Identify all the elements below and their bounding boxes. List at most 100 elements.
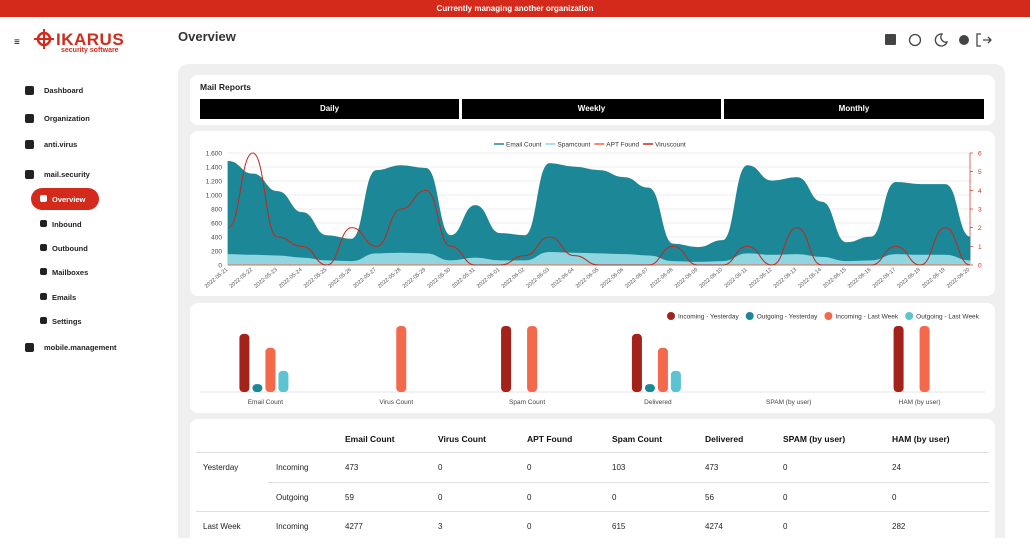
language-icon[interactable]: [908, 33, 922, 47]
nav-item[interactable]: Settings: [52, 317, 82, 326]
y-tick-label: 1.000: [206, 193, 223, 200]
nav-item[interactable]: Outbound: [52, 244, 88, 253]
help-icon[interactable]: [885, 34, 896, 45]
row-divider: [196, 452, 989, 453]
legend-label: Incoming - Yesterday: [678, 314, 739, 321]
y2-tick-label: 5: [978, 169, 982, 176]
group-label: Yesterday: [203, 463, 239, 472]
bar: [631, 333, 642, 392]
y2-tick-label: 0: [978, 263, 982, 270]
bar: [893, 326, 904, 392]
x-tick-label: 2022-05-28: [377, 267, 402, 290]
nav-icon: [25, 86, 34, 95]
tab[interactable]: Daily: [200, 99, 459, 119]
y-tick-label: 800: [211, 207, 222, 214]
cell: 103: [612, 463, 626, 472]
tab[interactable]: Monthly: [724, 99, 984, 119]
cell: 3: [438, 522, 443, 531]
header-icons: [885, 33, 992, 47]
x-tick-label: SPAM (by user): [766, 399, 811, 406]
column-header: Delivered: [705, 434, 744, 444]
nav-item[interactable]: Mailboxes: [52, 268, 89, 277]
y2-tick-label: 2: [978, 225, 982, 232]
nav-item[interactable]: Overview: [52, 195, 86, 204]
bar: [919, 326, 930, 392]
nav-item[interactable]: Organization: [44, 114, 90, 123]
x-tick-label: 2022-05-30: [426, 267, 451, 290]
active-pill: [31, 188, 99, 210]
banner: Currently managing another organization: [0, 0, 1030, 17]
cell: 0: [527, 492, 532, 502]
column-header: Spam Count: [612, 434, 663, 444]
x-tick-label: 2022-06-18: [896, 267, 921, 290]
bar: [265, 347, 276, 392]
legend-label: Outgoing - Yesterday: [757, 314, 818, 321]
column-header: Virus Count: [438, 434, 487, 444]
x-tick-label: Delivered: [644, 399, 672, 406]
nav-item[interactable]: Inbound: [52, 220, 82, 229]
cell: 0: [438, 492, 443, 502]
legend-label: Email Count: [506, 142, 542, 149]
x-tick-label: 2022-06-10: [699, 267, 724, 290]
legend-label: APT Found: [606, 142, 639, 149]
tab[interactable]: Weekly: [462, 99, 721, 119]
nav-icon: [25, 140, 34, 149]
legend-swatch: [824, 312, 833, 320]
column-header: Email Count: [345, 434, 395, 444]
x-tick-label: 2022-06-14: [797, 267, 822, 290]
x-tick-label: 2022-06-19: [921, 267, 946, 290]
nav-item[interactable]: Emails: [52, 293, 77, 302]
cell: 0: [892, 492, 897, 502]
x-tick-label: 2022-05-31: [451, 267, 476, 290]
column-header: APT Found: [527, 434, 573, 444]
cell: 59: [345, 492, 354, 502]
nav-icon: [25, 343, 34, 352]
bar: [252, 384, 263, 392]
x-tick-label: 2022-05-21: [204, 267, 229, 290]
x-tick-label: 2022-05-29: [402, 267, 427, 290]
nav-item[interactable]: mail.security: [44, 170, 90, 179]
page: Currently managing another organization …: [0, 0, 1030, 538]
nav-icon: [40, 220, 47, 227]
area: [227, 160, 971, 266]
y-tick-label: 0: [218, 263, 222, 270]
x-tick-label: Email Count: [248, 399, 284, 406]
settings-icon[interactable]: [959, 35, 969, 45]
nav-icon: [40, 244, 47, 251]
y-tick-label: 600: [211, 221, 222, 228]
x-tick-label: 2022-06-02: [501, 267, 526, 290]
x-tick-label: 2022-05-26: [328, 267, 353, 290]
legend-label: Outgoing - Last Week: [916, 314, 979, 321]
charts: 0 200 400 600 800 1.000 1.200 1.400 1.600 0 1 2 3 4 5 6…: [200, 142, 985, 406]
x-tick-label: 2022-06-08: [649, 267, 674, 290]
reports-title: Mail Reports: [200, 82, 252, 92]
sidebar: ≡ IKARUS security software Dashboard Orga…: [0, 17, 176, 538]
nav-icon: [25, 170, 34, 179]
legend-swatch: [905, 312, 914, 320]
cell: 4274: [705, 522, 723, 531]
cell: 0: [783, 522, 788, 531]
nav-item[interactable]: anti.virus: [44, 140, 78, 149]
logout-icon[interactable]: [976, 33, 992, 47]
bar-card: [190, 303, 995, 413]
logo-name: IKARUS: [56, 30, 125, 49]
legend-swatch: [745, 312, 754, 320]
y-tick-label: 1.200: [206, 179, 223, 186]
column-header: SPAM (by user): [783, 434, 846, 444]
nav-item[interactable]: Dashboard: [44, 86, 84, 95]
cell: 56: [705, 492, 714, 502]
x-tick-label: 2022-06-09: [674, 267, 699, 290]
banner-text: Currently managing another organization: [436, 4, 594, 13]
nav-item[interactable]: mobile.management: [44, 343, 117, 352]
x-tick-label: 2022-06-04: [550, 267, 575, 290]
menu-icon[interactable]: ≡: [14, 37, 20, 48]
cell: 473: [345, 463, 359, 472]
y2-tick-label: 3: [978, 207, 982, 214]
x-tick-label: 2022-06-12: [748, 267, 773, 290]
row-label: Outgoing: [276, 492, 309, 502]
x-tick-label: 2022-06-01: [476, 267, 501, 290]
x-tick-label: 2022-05-27: [352, 267, 377, 290]
y-tick-label: 1.400: [206, 165, 223, 172]
theme-icon[interactable]: [934, 33, 949, 47]
row-divider: [268, 481, 989, 483]
